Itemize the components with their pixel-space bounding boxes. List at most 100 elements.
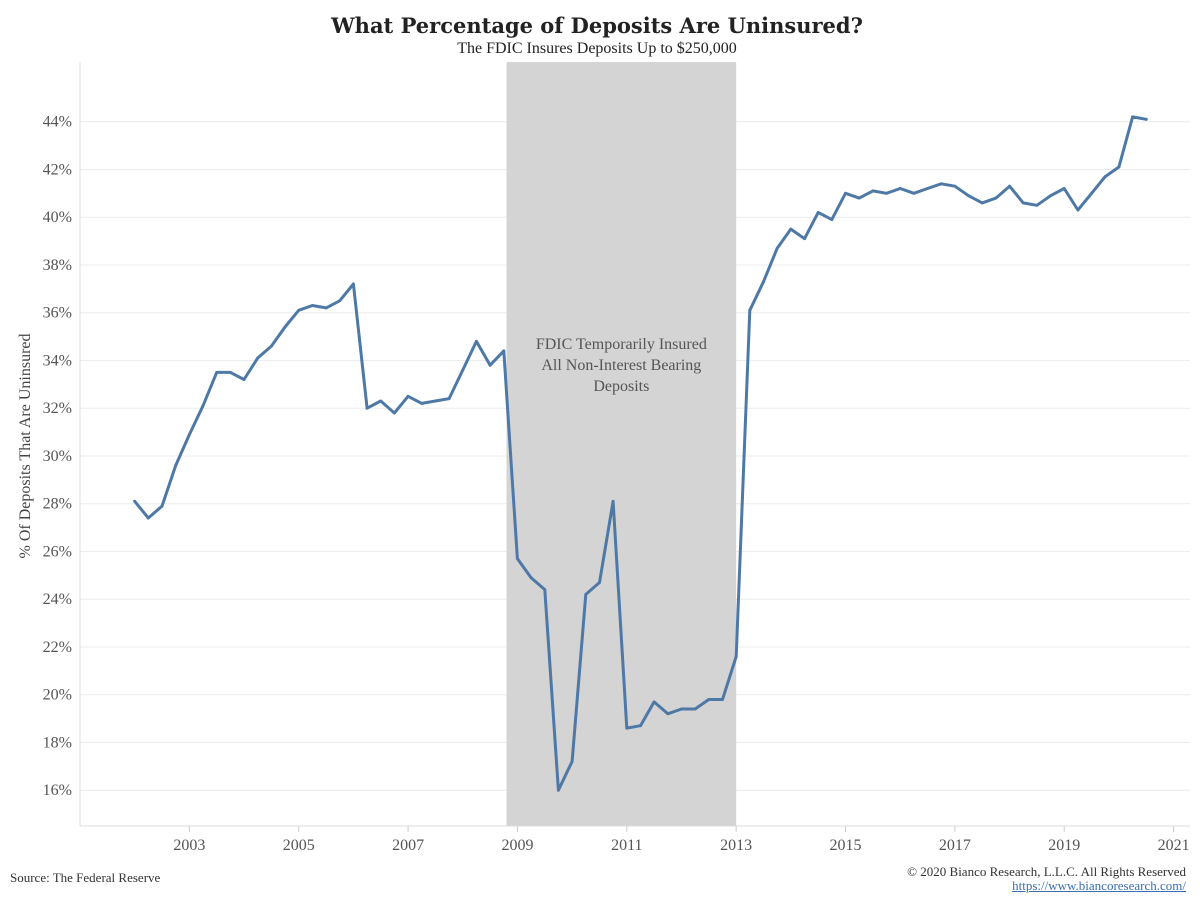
data-point	[461, 368, 465, 372]
data-point	[953, 184, 957, 188]
data-point	[420, 402, 424, 405]
data-point	[652, 700, 656, 704]
y-tick-label: 36%	[43, 305, 72, 322]
data-point	[666, 712, 670, 716]
data-point	[994, 196, 998, 200]
chart-title: What Percentage of Deposits Are Uninsure…	[330, 13, 863, 38]
data-point	[160, 504, 164, 508]
data-point	[1021, 201, 1025, 205]
y-tick-label: 24%	[43, 591, 72, 608]
data-point	[406, 394, 410, 398]
y-tick-label: 16%	[43, 782, 72, 799]
data-point	[871, 189, 875, 193]
data-point	[584, 593, 588, 596]
y-tick-label: 30%	[43, 448, 72, 465]
data-point	[939, 182, 943, 186]
data-point	[1131, 115, 1134, 119]
y-tick-label: 40%	[43, 209, 72, 226]
data-point	[803, 237, 806, 241]
data-point	[228, 370, 232, 374]
chart-subtitle: The FDIC Insures Deposits Up to $250,000	[457, 40, 737, 57]
data-point	[1076, 208, 1080, 212]
y-tick-label: 28%	[43, 496, 72, 513]
x-tick-label: 2003	[173, 837, 205, 854]
data-point	[707, 698, 711, 701]
y-tick-label: 26%	[43, 543, 72, 560]
data-point	[611, 499, 615, 503]
x-tick-label: 2007	[392, 837, 424, 854]
data-point	[488, 363, 492, 367]
x-tick-label: 2019	[1048, 837, 1080, 854]
data-point	[393, 411, 396, 415]
data-point	[1062, 187, 1066, 190]
data-point	[557, 788, 560, 792]
data-point	[242, 378, 246, 381]
data-point	[447, 397, 451, 401]
data-point	[857, 196, 861, 200]
data-point	[912, 191, 916, 195]
data-point	[1103, 175, 1107, 179]
data-point	[201, 404, 205, 408]
data-point	[775, 246, 779, 250]
data-point	[693, 707, 697, 711]
data-point	[516, 557, 519, 560]
data-point	[967, 194, 970, 198]
data-point	[762, 280, 765, 284]
data-point	[844, 191, 847, 195]
x-tick-label: 2005	[283, 837, 315, 854]
x-tick-label: 2017	[939, 837, 971, 854]
x-tick-label: 2011	[611, 837, 642, 854]
data-point	[748, 308, 752, 312]
y-tick-label: 22%	[43, 639, 72, 656]
data-point	[434, 399, 437, 403]
data-point	[256, 356, 260, 360]
data-point	[598, 581, 601, 584]
data-point	[379, 399, 383, 403]
annotation-text: Deposits	[593, 378, 649, 395]
data-point	[1035, 203, 1039, 207]
data-point	[324, 306, 328, 310]
x-tick-label: 2013	[720, 837, 752, 854]
source-note: Source: The Federal Reserve	[10, 870, 161, 885]
data-point	[1008, 184, 1011, 188]
x-tick-label: 2009	[501, 837, 533, 854]
y-tick-label: 32%	[43, 400, 72, 417]
data-point	[570, 760, 574, 763]
data-point	[297, 308, 301, 312]
data-point	[543, 588, 547, 592]
data-point	[215, 370, 219, 374]
data-point	[187, 433, 191, 436]
data-point	[639, 724, 642, 728]
data-point	[721, 698, 724, 701]
annotation-text: All Non-Interest Bearing	[541, 357, 701, 374]
y-tick-label: 38%	[43, 257, 72, 274]
data-point	[680, 707, 683, 711]
data-point	[1090, 191, 1093, 195]
data-point	[502, 349, 506, 353]
y-tick-label: 42%	[43, 161, 72, 178]
data-point	[283, 325, 287, 329]
data-point	[816, 211, 820, 214]
website-link[interactable]: https://www.biancoresearch.com/	[1012, 878, 1186, 893]
data-point	[1049, 194, 1052, 198]
data-point	[789, 227, 793, 231]
annotation-text: FDIC Temporarily Insured	[536, 336, 707, 353]
x-tick-label: 2015	[830, 837, 862, 854]
data-point	[133, 499, 137, 503]
data-point	[885, 191, 888, 195]
data-point	[980, 201, 984, 205]
data-point	[351, 282, 355, 286]
data-point	[475, 339, 478, 343]
y-tick-label: 20%	[43, 687, 72, 704]
data-point	[269, 344, 273, 348]
data-point	[365, 406, 369, 410]
data-point	[1117, 165, 1121, 169]
y-tick-label: 44%	[43, 114, 72, 131]
data-point	[926, 187, 929, 190]
y-axis-label: % Of Deposits That Are Uninsured	[17, 334, 34, 559]
data-point	[146, 516, 150, 520]
data-point	[734, 655, 738, 658]
data-point	[529, 576, 533, 580]
data-point	[625, 726, 629, 730]
